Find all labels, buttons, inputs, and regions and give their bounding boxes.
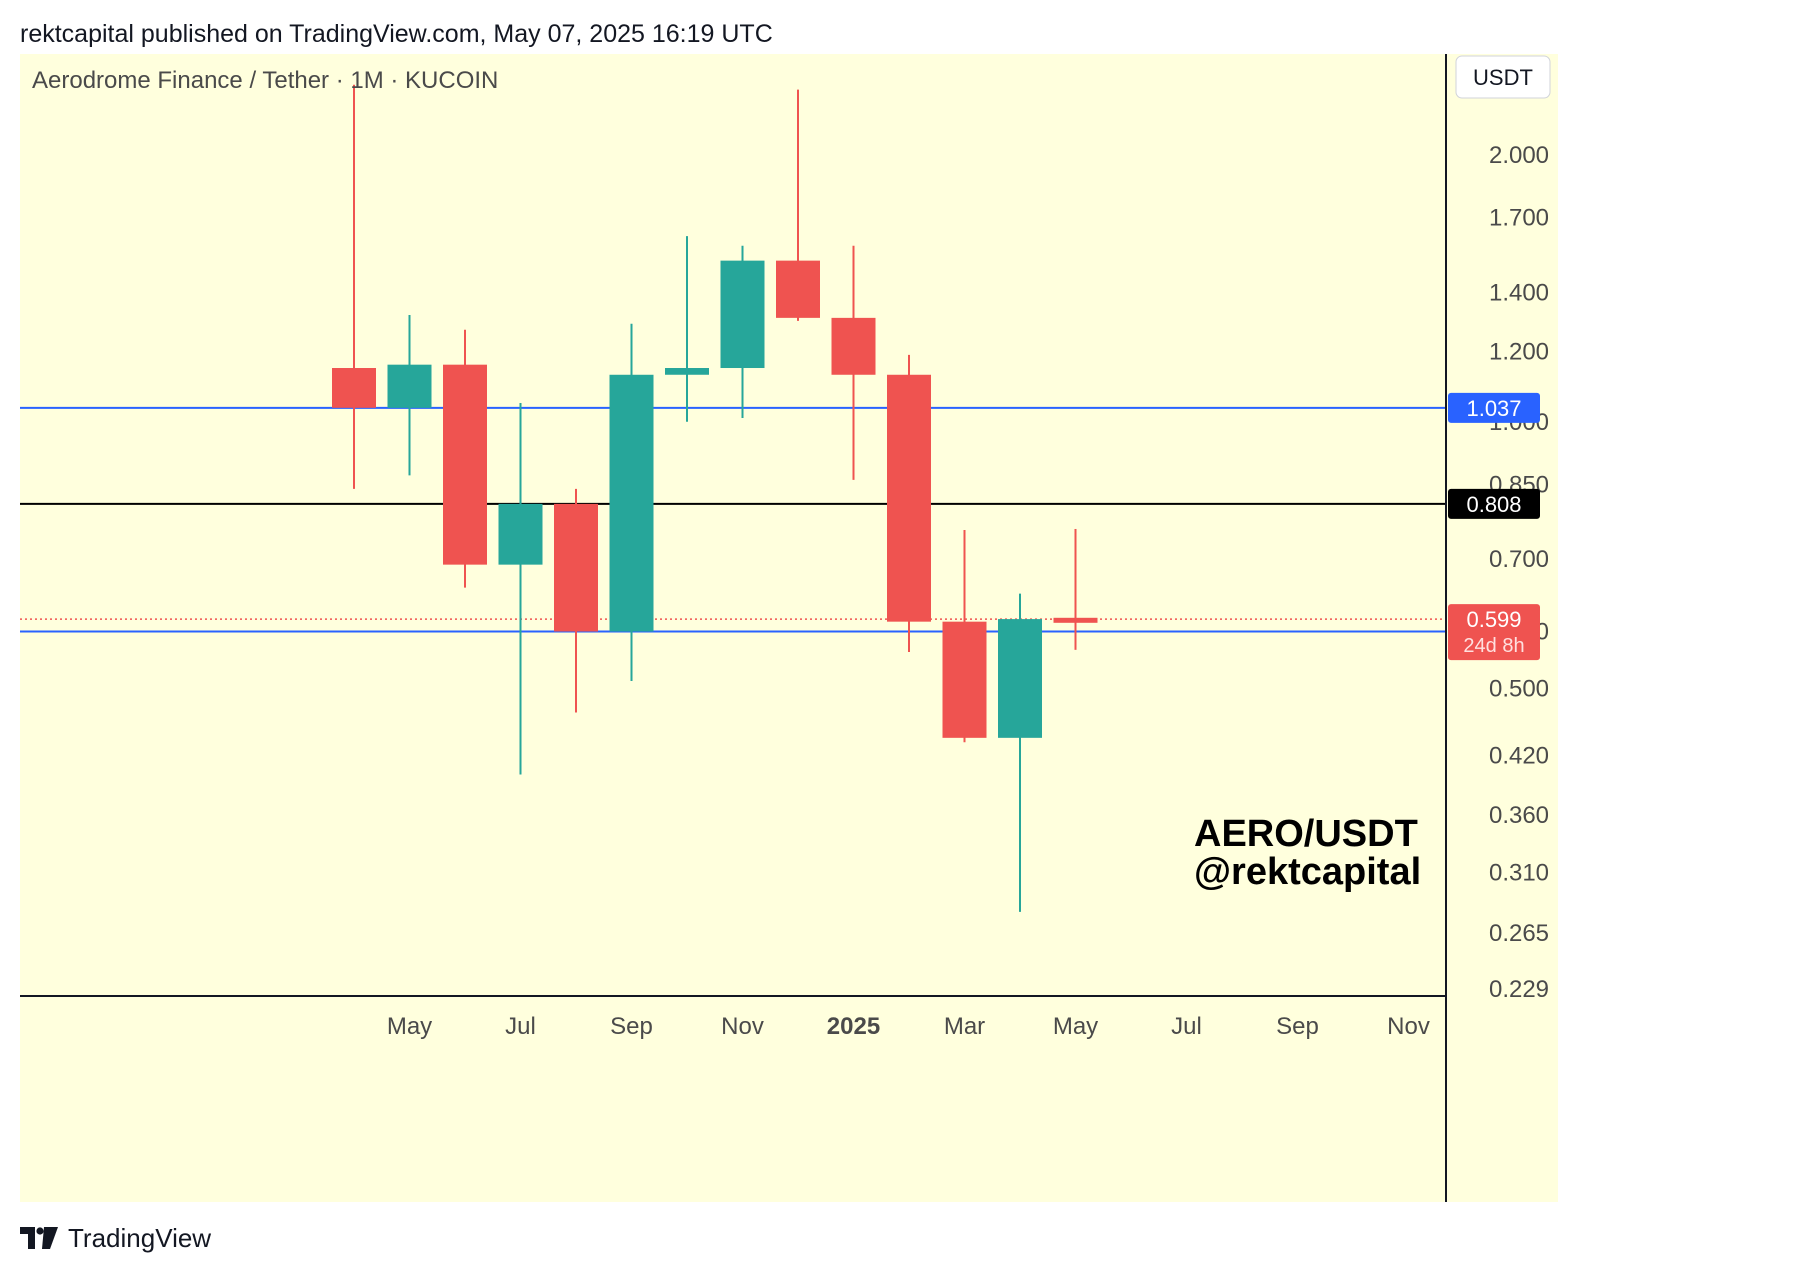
y-tick-label: 0.500 [1489,676,1549,703]
candle-2024-05[interactable] [387,314,432,476]
y-tick-label: 0.265 [1489,920,1549,947]
candle-body [554,503,598,632]
candle-2025-02[interactable] [887,354,931,652]
chart-title: Aerodrome Finance / Tether · 1M · KUCOIN [32,67,498,94]
candle-2024-10[interactable] [665,236,709,422]
y-tick-label: 1.700 [1489,205,1549,232]
candle-body [665,368,709,375]
y-tick-label: 1.400 [1489,279,1549,306]
watermark-handle: @rektcapital [1194,851,1421,893]
candle-2024-11[interactable] [720,245,765,418]
candle-body [387,364,432,408]
candle-2025-03[interactable] [942,529,987,743]
candle-2024-04[interactable] [332,84,376,489]
x-tick-label: Mar [944,1013,985,1040]
candle-body [443,364,487,565]
price-tag-box [1448,488,1540,519]
candle-body [887,374,931,622]
candle-body [332,368,376,408]
candle-body [998,619,1042,738]
y-tick-label: 0.360 [1489,802,1549,829]
price-tag-1.037: 1.037 [1448,392,1540,423]
x-tick-label: Nov [721,1013,764,1040]
tradingview-logo-icon [20,1227,58,1249]
tradingview-logo-text: TradingView [68,1222,212,1253]
published-caption: rektcapital published on TradingView.com… [20,20,773,48]
candle-body [942,621,987,738]
candle-2025-04[interactable] [998,593,1042,912]
candle-2025-01[interactable] [831,245,876,480]
x-tick-label: Nov [1387,1013,1430,1040]
candle-body [831,317,876,375]
candle-2024-09[interactable] [609,323,654,682]
x-tick-label: Sep [610,1013,653,1040]
price-tag-box [1448,392,1540,423]
candle-2024-12[interactable] [776,89,820,321]
price-tag-0.808: 0.808 [1448,488,1540,519]
x-tick-label: Sep [1276,1013,1319,1040]
y-tick-label: 0.310 [1489,860,1549,887]
candle-body [776,260,820,318]
currency-button[interactable]: USDT [1455,55,1551,99]
currency-button-label: USDT [1473,65,1533,90]
y-tick-label: 0.420 [1489,743,1549,770]
y-tick-label: 0.700 [1489,546,1549,573]
y-tick-label: 0.229 [1489,976,1549,1003]
candle-2024-08[interactable] [554,488,598,713]
candle-body [1053,617,1098,623]
chart-frame[interactable]: 2.4002.0001.7001.4001.2001.0000.8500.700… [20,54,1784,1202]
x-tick-label: Jul [505,1013,536,1040]
x-tick-label: May [1053,1013,1098,1040]
candle-body [720,260,765,369]
chart-svg[interactable]: 2.4002.0001.7001.4001.2001.0000.8500.700… [20,54,1784,1202]
price-tag-value: 1.037 [1466,396,1521,421]
x-tick-label: Jul [1171,1013,1202,1040]
price-tag-value: 0.599 [1466,607,1521,632]
candle-2025-05[interactable] [1053,528,1098,650]
x-tick-label: May [387,1013,432,1040]
chart-background [20,54,1446,1202]
price-tag-countdown: 24d 8h [1463,635,1524,657]
y-tick-label: 1.200 [1489,339,1549,366]
tradingview-logo[interactable]: TradingView [20,1218,211,1258]
watermark-pair: AERO/USDT [1194,813,1418,855]
x-tick-label: 2025 [827,1013,880,1040]
price-tag-value: 0.808 [1466,492,1521,517]
candle-body [609,374,654,632]
y-tick-label: 2.000 [1489,142,1549,169]
candle-2024-07[interactable] [498,403,543,775]
candle-2024-06[interactable] [443,329,487,588]
price-tag-box [1448,604,1540,661]
candle-body [498,503,543,565]
price-tag-0.599: 0.599 24d 8h [1448,604,1540,661]
